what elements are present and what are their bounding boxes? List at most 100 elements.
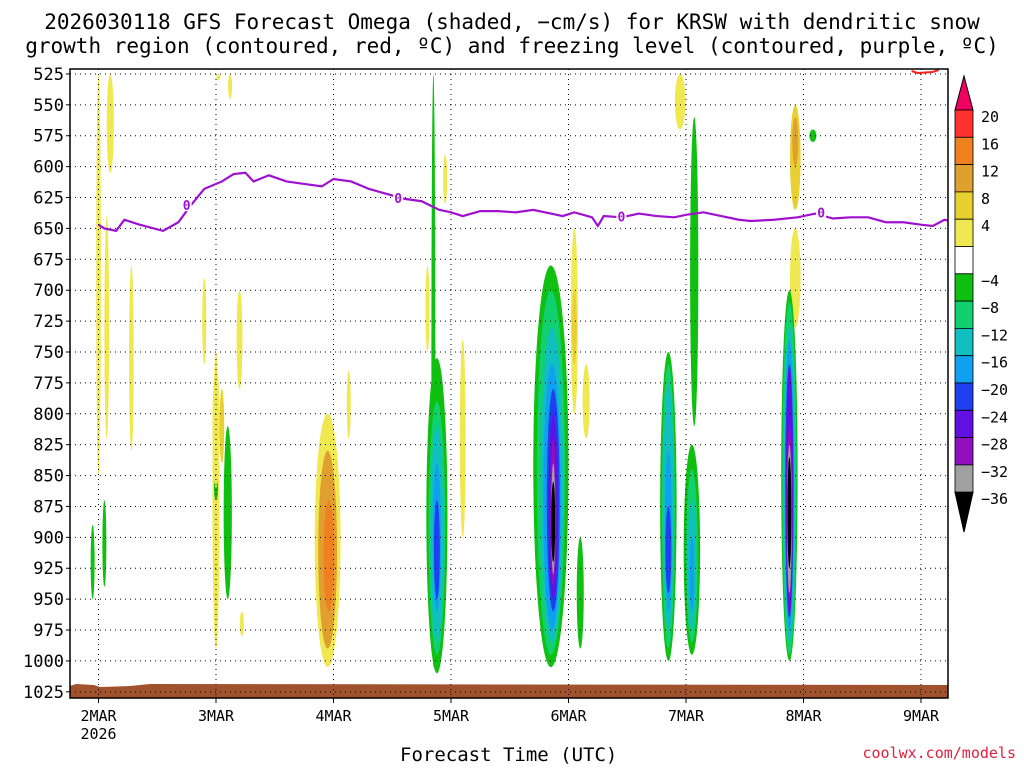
omega-region-56 xyxy=(789,228,801,328)
omega-region-54 xyxy=(792,117,799,167)
ytick-label: 600 xyxy=(33,158,64,178)
freezing-level-line xyxy=(97,171,948,233)
freezing-label-bg xyxy=(616,209,627,223)
colorbar-segment-6 xyxy=(954,246,974,275)
omega-region-18 xyxy=(323,500,335,612)
ytick-label: 725 xyxy=(33,312,64,332)
omega-region-13 xyxy=(219,389,225,464)
freezing-label-bg xyxy=(393,190,404,204)
colorbar-bottom-arrow xyxy=(954,491,974,533)
omega-region-41 xyxy=(576,537,584,649)
xtick-label: 9MAR xyxy=(903,707,940,725)
ytick-label: 1025 xyxy=(23,683,64,703)
omega-region-55 xyxy=(809,129,817,142)
colorbar-label: −8 xyxy=(981,299,999,317)
colorbar-segment-11 xyxy=(954,382,974,411)
colorbar-segment-2 xyxy=(954,136,974,166)
ytick-label: 850 xyxy=(33,467,64,487)
omega-region-48 xyxy=(665,506,672,593)
ytick-label: 875 xyxy=(33,497,64,517)
colorbar-label: −24 xyxy=(981,408,1008,426)
colorbar-segment-7 xyxy=(954,273,974,302)
xtick-label: 2MAR xyxy=(80,707,117,725)
chart-title-line2: growth region (contoured, red, ºC) and f… xyxy=(25,34,999,58)
omega-region-65 xyxy=(787,457,792,569)
ytick-label: 775 xyxy=(33,374,64,394)
freezing-label-bg xyxy=(181,198,192,212)
colorbar-segment-1 xyxy=(954,109,974,138)
x-axis-label: Forecast Time (UTC) xyxy=(400,744,618,766)
omega-region-10 xyxy=(223,426,232,600)
omega-region-71 xyxy=(987,519,991,587)
ytick-label: 925 xyxy=(33,559,64,579)
omega-region-1 xyxy=(106,73,114,173)
omega-region-2 xyxy=(104,216,110,439)
omega-region-40 xyxy=(582,364,590,439)
colorbar-label: −16 xyxy=(981,354,1008,372)
colorbar-label: −36 xyxy=(981,490,1008,508)
colorbar-segment-9 xyxy=(954,327,974,357)
omega-region-7 xyxy=(228,73,233,99)
ytick-label: 1000 xyxy=(23,652,64,672)
omega-region-5 xyxy=(102,500,107,587)
ytick-label: 675 xyxy=(33,250,64,270)
ytick-label: 550 xyxy=(33,96,64,116)
colorbar-label: −32 xyxy=(981,463,1008,481)
freezing-level-label: 0 xyxy=(817,207,825,222)
xtick-label: 6MAR xyxy=(550,707,587,725)
omega-region-37 xyxy=(551,481,556,563)
colorbar-label: 4 xyxy=(981,217,990,235)
omega-region-42 xyxy=(674,73,686,130)
colorbar-label: 20 xyxy=(981,108,999,126)
ytick-label: 750 xyxy=(33,343,64,363)
ytick-label: 900 xyxy=(33,528,64,548)
omega-region-70 xyxy=(986,500,993,611)
dgz-contour xyxy=(911,69,939,75)
omega-region-52 xyxy=(689,537,695,612)
freezing-level-label: 0 xyxy=(394,192,402,207)
colorbar-label: −12 xyxy=(981,326,1008,344)
colorbar-label: −28 xyxy=(981,436,1008,454)
colorbar-top-arrow xyxy=(954,74,974,111)
omega-region-43 xyxy=(690,117,699,427)
ytick-label: 575 xyxy=(33,127,64,147)
omega-region-19 xyxy=(346,370,351,439)
freezing-level-label: 0 xyxy=(617,210,625,225)
omega-region-8 xyxy=(216,73,221,81)
colorbar-segment-12 xyxy=(954,409,974,438)
xtick-label: 7MAR xyxy=(668,707,705,725)
colorbar-label: 16 xyxy=(981,135,999,153)
xtick-label: 4MAR xyxy=(315,707,352,725)
ytick-label: 650 xyxy=(33,219,64,239)
colorbar-segment-8 xyxy=(954,300,974,329)
omega-region-68 xyxy=(972,488,981,630)
surface-band xyxy=(70,684,948,698)
xtick-year-label: 2026 xyxy=(80,725,116,743)
omega-region-21 xyxy=(425,265,430,352)
colorbar-segment-13 xyxy=(954,437,974,466)
plot-area xyxy=(70,69,948,698)
ytick-label: 625 xyxy=(33,189,64,209)
ytick-label: 825 xyxy=(33,436,64,456)
colorbar-label: −4 xyxy=(981,272,999,290)
omega-region-39 xyxy=(572,290,577,365)
omega-region-28 xyxy=(459,339,466,538)
plot-frame xyxy=(69,68,949,699)
ytick-label: 950 xyxy=(33,590,64,610)
credit-link[interactable]: coolwx.com/models xyxy=(862,744,1016,762)
ytick-label: 975 xyxy=(33,621,64,641)
ytick-label: 700 xyxy=(33,281,64,301)
colorbar-segment-14 xyxy=(954,464,974,493)
colorbar-label: 8 xyxy=(981,190,990,208)
colorbar-segment-4 xyxy=(954,191,974,220)
colorbar-label: −20 xyxy=(981,381,1008,399)
ytick-label: 525 xyxy=(33,65,64,85)
omega-region-22 xyxy=(443,154,448,204)
colorbar-segment-10 xyxy=(954,355,974,384)
freezing-level-label: 0 xyxy=(183,199,191,214)
freezing-label-bg xyxy=(816,205,827,219)
xtick-label: 8MAR xyxy=(785,707,822,725)
omega-region-6 xyxy=(202,277,207,365)
colorbar-segment-5 xyxy=(954,218,974,247)
